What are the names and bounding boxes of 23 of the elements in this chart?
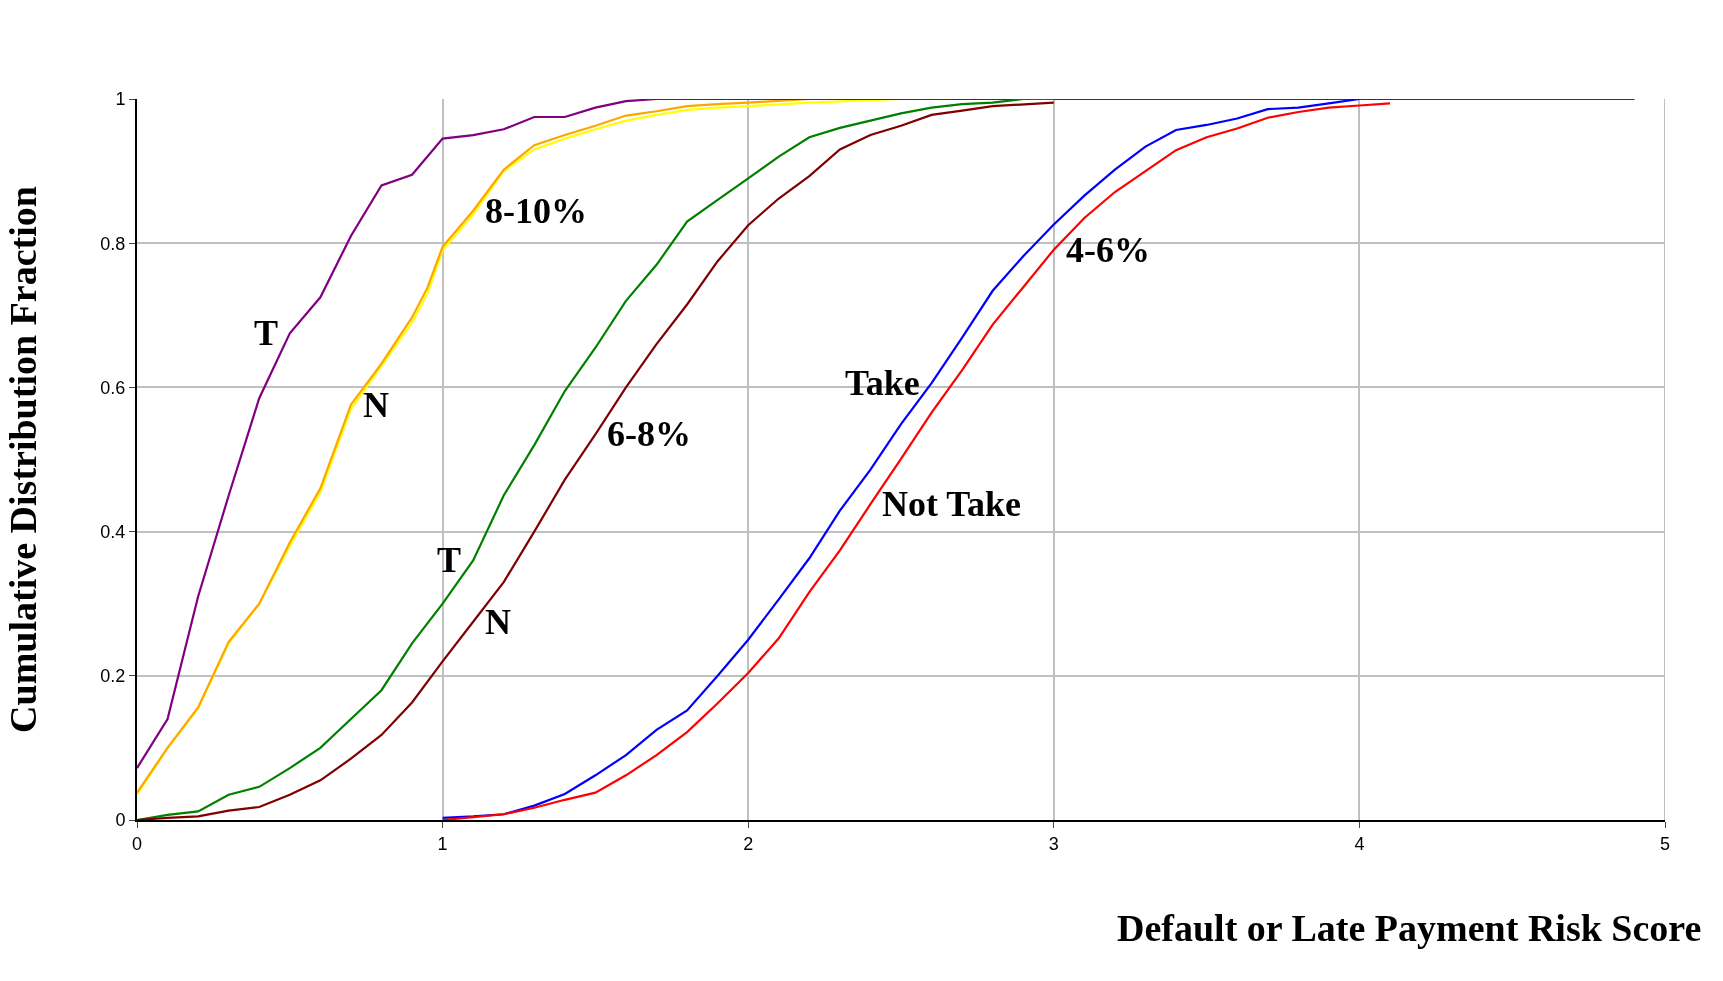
x-tick-label: 1 bbox=[437, 833, 448, 854]
annotation: T bbox=[254, 313, 279, 353]
y-tick-label: 0.4 bbox=[100, 521, 126, 542]
y-tick-label: 0.2 bbox=[100, 666, 126, 687]
annotation: 6-8% bbox=[607, 414, 691, 454]
annotation: 8-10% bbox=[485, 191, 587, 231]
x-tick-label: 5 bbox=[1659, 833, 1671, 854]
x-axis-title: Default or Late Payment Risk Score bbox=[1117, 907, 1702, 949]
annotation: N bbox=[485, 602, 511, 642]
y-tick-label: 0.8 bbox=[100, 233, 126, 254]
x-tick-label: 3 bbox=[1048, 833, 1059, 854]
y-tick-label: 1 bbox=[115, 89, 126, 110]
y-tick-label: 0.6 bbox=[100, 377, 126, 398]
x-tick-label: 2 bbox=[743, 833, 754, 854]
annotation: 4-6% bbox=[1066, 230, 1150, 270]
x-tick-label: 0 bbox=[131, 833, 143, 854]
annotation: N bbox=[363, 385, 389, 425]
y-axis-title: Cumulative Distribution Fraction bbox=[1, 186, 44, 733]
annotation: Not Take bbox=[882, 484, 1022, 524]
y-tick-label: 0 bbox=[115, 810, 126, 831]
annotation: T bbox=[437, 540, 462, 580]
x-tick-label: 4 bbox=[1354, 833, 1365, 854]
annotation: Take bbox=[845, 363, 920, 403]
